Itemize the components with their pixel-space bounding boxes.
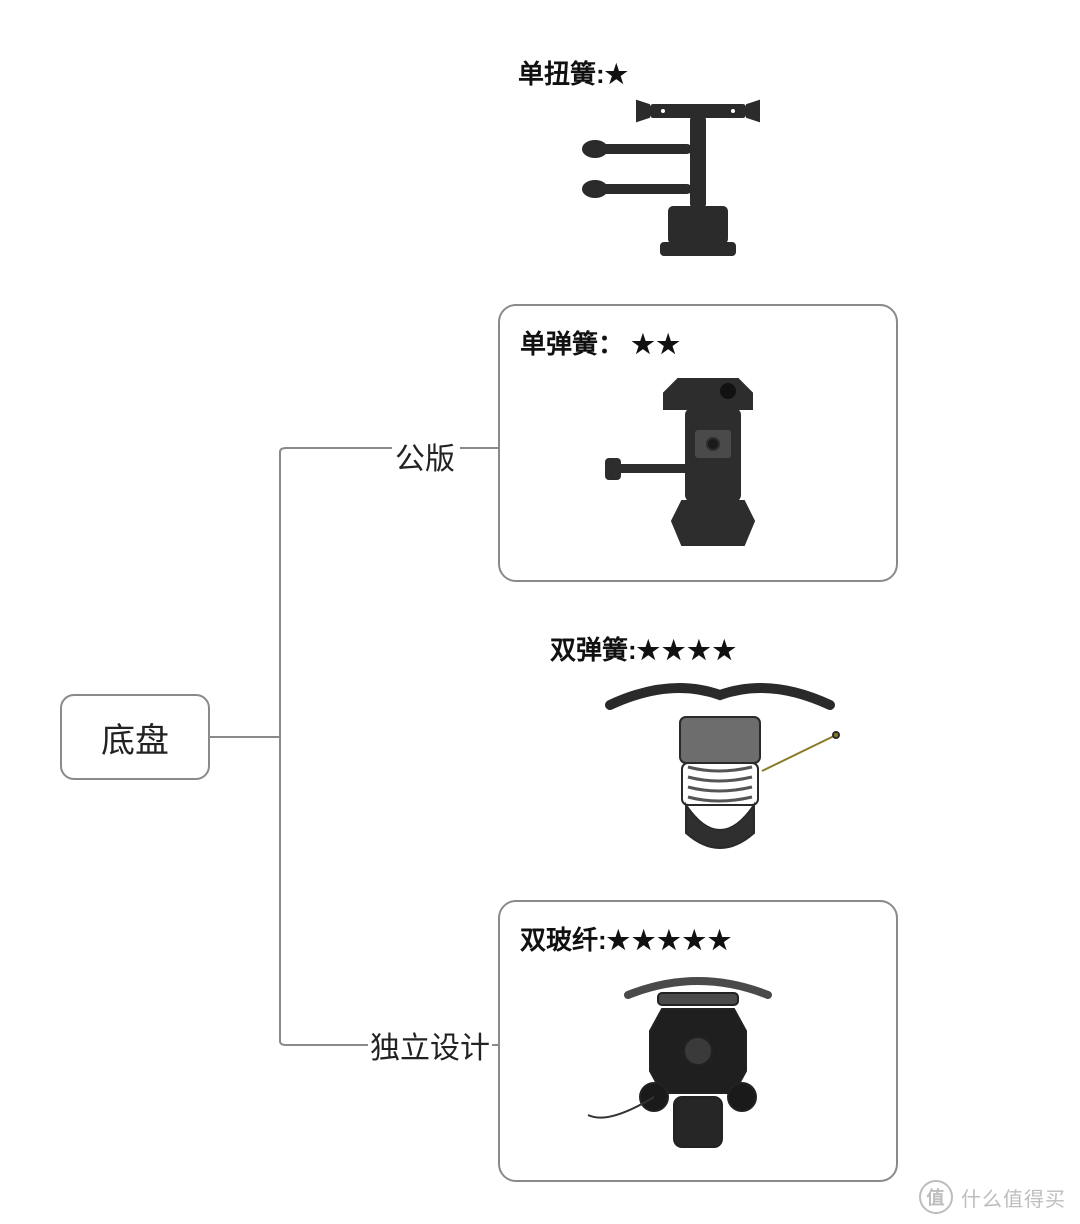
watermark: 值 什么值得买 bbox=[919, 1180, 1066, 1214]
branch-label-independent: 独立设计 bbox=[370, 1023, 490, 1067]
leaf-single-torsion-spring: 单扭簧:★ bbox=[498, 50, 878, 269]
leaf-label: 双玻纤:★★★★★ bbox=[520, 920, 876, 957]
chair-mechanism-icon bbox=[570, 675, 870, 865]
chair-mechanism-icon bbox=[578, 369, 818, 569]
star-rating: ★★ bbox=[631, 329, 682, 359]
root-node-label: 底盘 bbox=[101, 713, 169, 762]
star-rating: ★★★★ bbox=[637, 635, 738, 665]
leaf-dual-fiberglass: 双玻纤:★★★★★ bbox=[498, 900, 898, 1182]
leaf-label: 单扭簧:★ bbox=[518, 54, 858, 91]
star-rating: ★ bbox=[605, 59, 630, 89]
leaf-dual-coil-spring: 双弹簧:★★★★ bbox=[530, 626, 910, 865]
chair-mechanism-icon bbox=[573, 99, 803, 269]
branch-label-public: 公版 bbox=[395, 434, 455, 478]
chair-mechanism-icon bbox=[558, 965, 838, 1175]
root-node-chassis: 底盘 bbox=[60, 694, 210, 780]
watermark-icon: 值 bbox=[919, 1180, 953, 1214]
leaf-single-coil-spring: 单弹簧： ★★ bbox=[498, 304, 898, 582]
watermark-text: 什么值得买 bbox=[961, 1183, 1066, 1212]
leaf-label: 单弹簧： ★★ bbox=[520, 324, 876, 361]
star-rating: ★★★★★ bbox=[607, 925, 734, 955]
leaf-label: 双弹簧:★★★★ bbox=[550, 630, 890, 667]
